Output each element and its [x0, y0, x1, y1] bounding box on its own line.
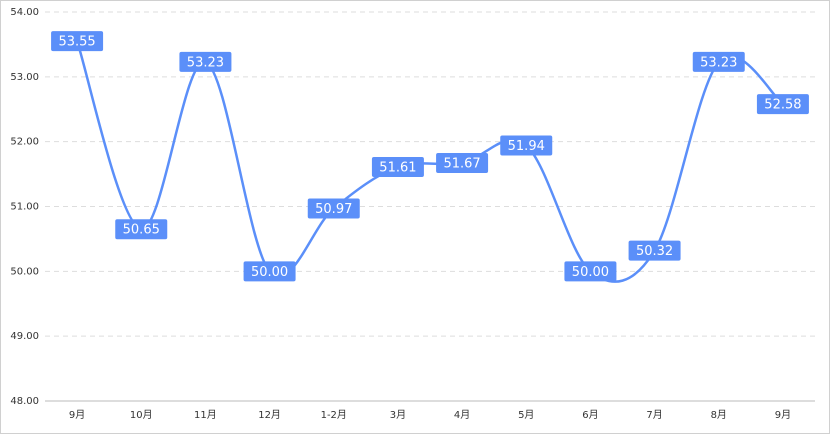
value-label: 51.61 — [379, 160, 416, 175]
x-tick-label: 11月 — [194, 409, 217, 421]
value-label: 51.94 — [508, 139, 545, 154]
x-tick-label: 12月 — [258, 409, 281, 421]
y-tick-label: 53.00 — [10, 72, 39, 83]
y-tick-label: 54.00 — [10, 7, 39, 18]
value-label-box — [51, 31, 104, 52]
y-tick-label: 51.00 — [10, 202, 39, 213]
value-label-box — [756, 94, 809, 115]
y-tick-label: 48.00 — [10, 396, 39, 407]
y-tick-label: 49.00 — [10, 331, 39, 342]
value-label: 52.58 — [764, 98, 801, 113]
value-label: 50.00 — [251, 265, 288, 280]
value-label-box — [371, 156, 424, 177]
x-tick-label: 9月 — [775, 409, 791, 421]
value-label: 53.55 — [58, 35, 95, 50]
x-tick-label: 5月 — [518, 409, 534, 421]
value-label-box — [692, 51, 745, 72]
value-label: 53.23 — [187, 55, 224, 70]
value-label: 51.67 — [443, 157, 480, 172]
x-tick-label: 1-2月 — [321, 409, 347, 421]
value-label-box — [307, 198, 360, 219]
x-tick-label: 9月 — [69, 409, 85, 421]
y-tick-label: 50.00 — [10, 266, 39, 277]
y-tick-label: 52.00 — [10, 137, 39, 148]
value-label-box — [436, 153, 489, 174]
value-label-box — [243, 261, 296, 282]
value-label: 50.00 — [572, 265, 609, 280]
x-tick-label: 7月 — [646, 409, 662, 421]
x-tick-label: 4月 — [454, 409, 470, 421]
x-tick-label: 10月 — [130, 409, 153, 421]
value-label-box — [564, 261, 617, 282]
value-label: 50.65 — [123, 223, 160, 238]
x-tick-label: 6月 — [582, 409, 598, 421]
value-label: 50.32 — [636, 244, 673, 259]
value-label-box — [628, 240, 681, 261]
value-label-box — [500, 135, 553, 156]
value-label-box — [115, 219, 168, 240]
x-tick-label: 3月 — [390, 409, 406, 421]
value-label-box — [179, 51, 232, 72]
value-label: 53.23 — [700, 55, 737, 70]
value-label: 50.97 — [315, 202, 352, 217]
x-tick-label: 8月 — [711, 409, 727, 421]
